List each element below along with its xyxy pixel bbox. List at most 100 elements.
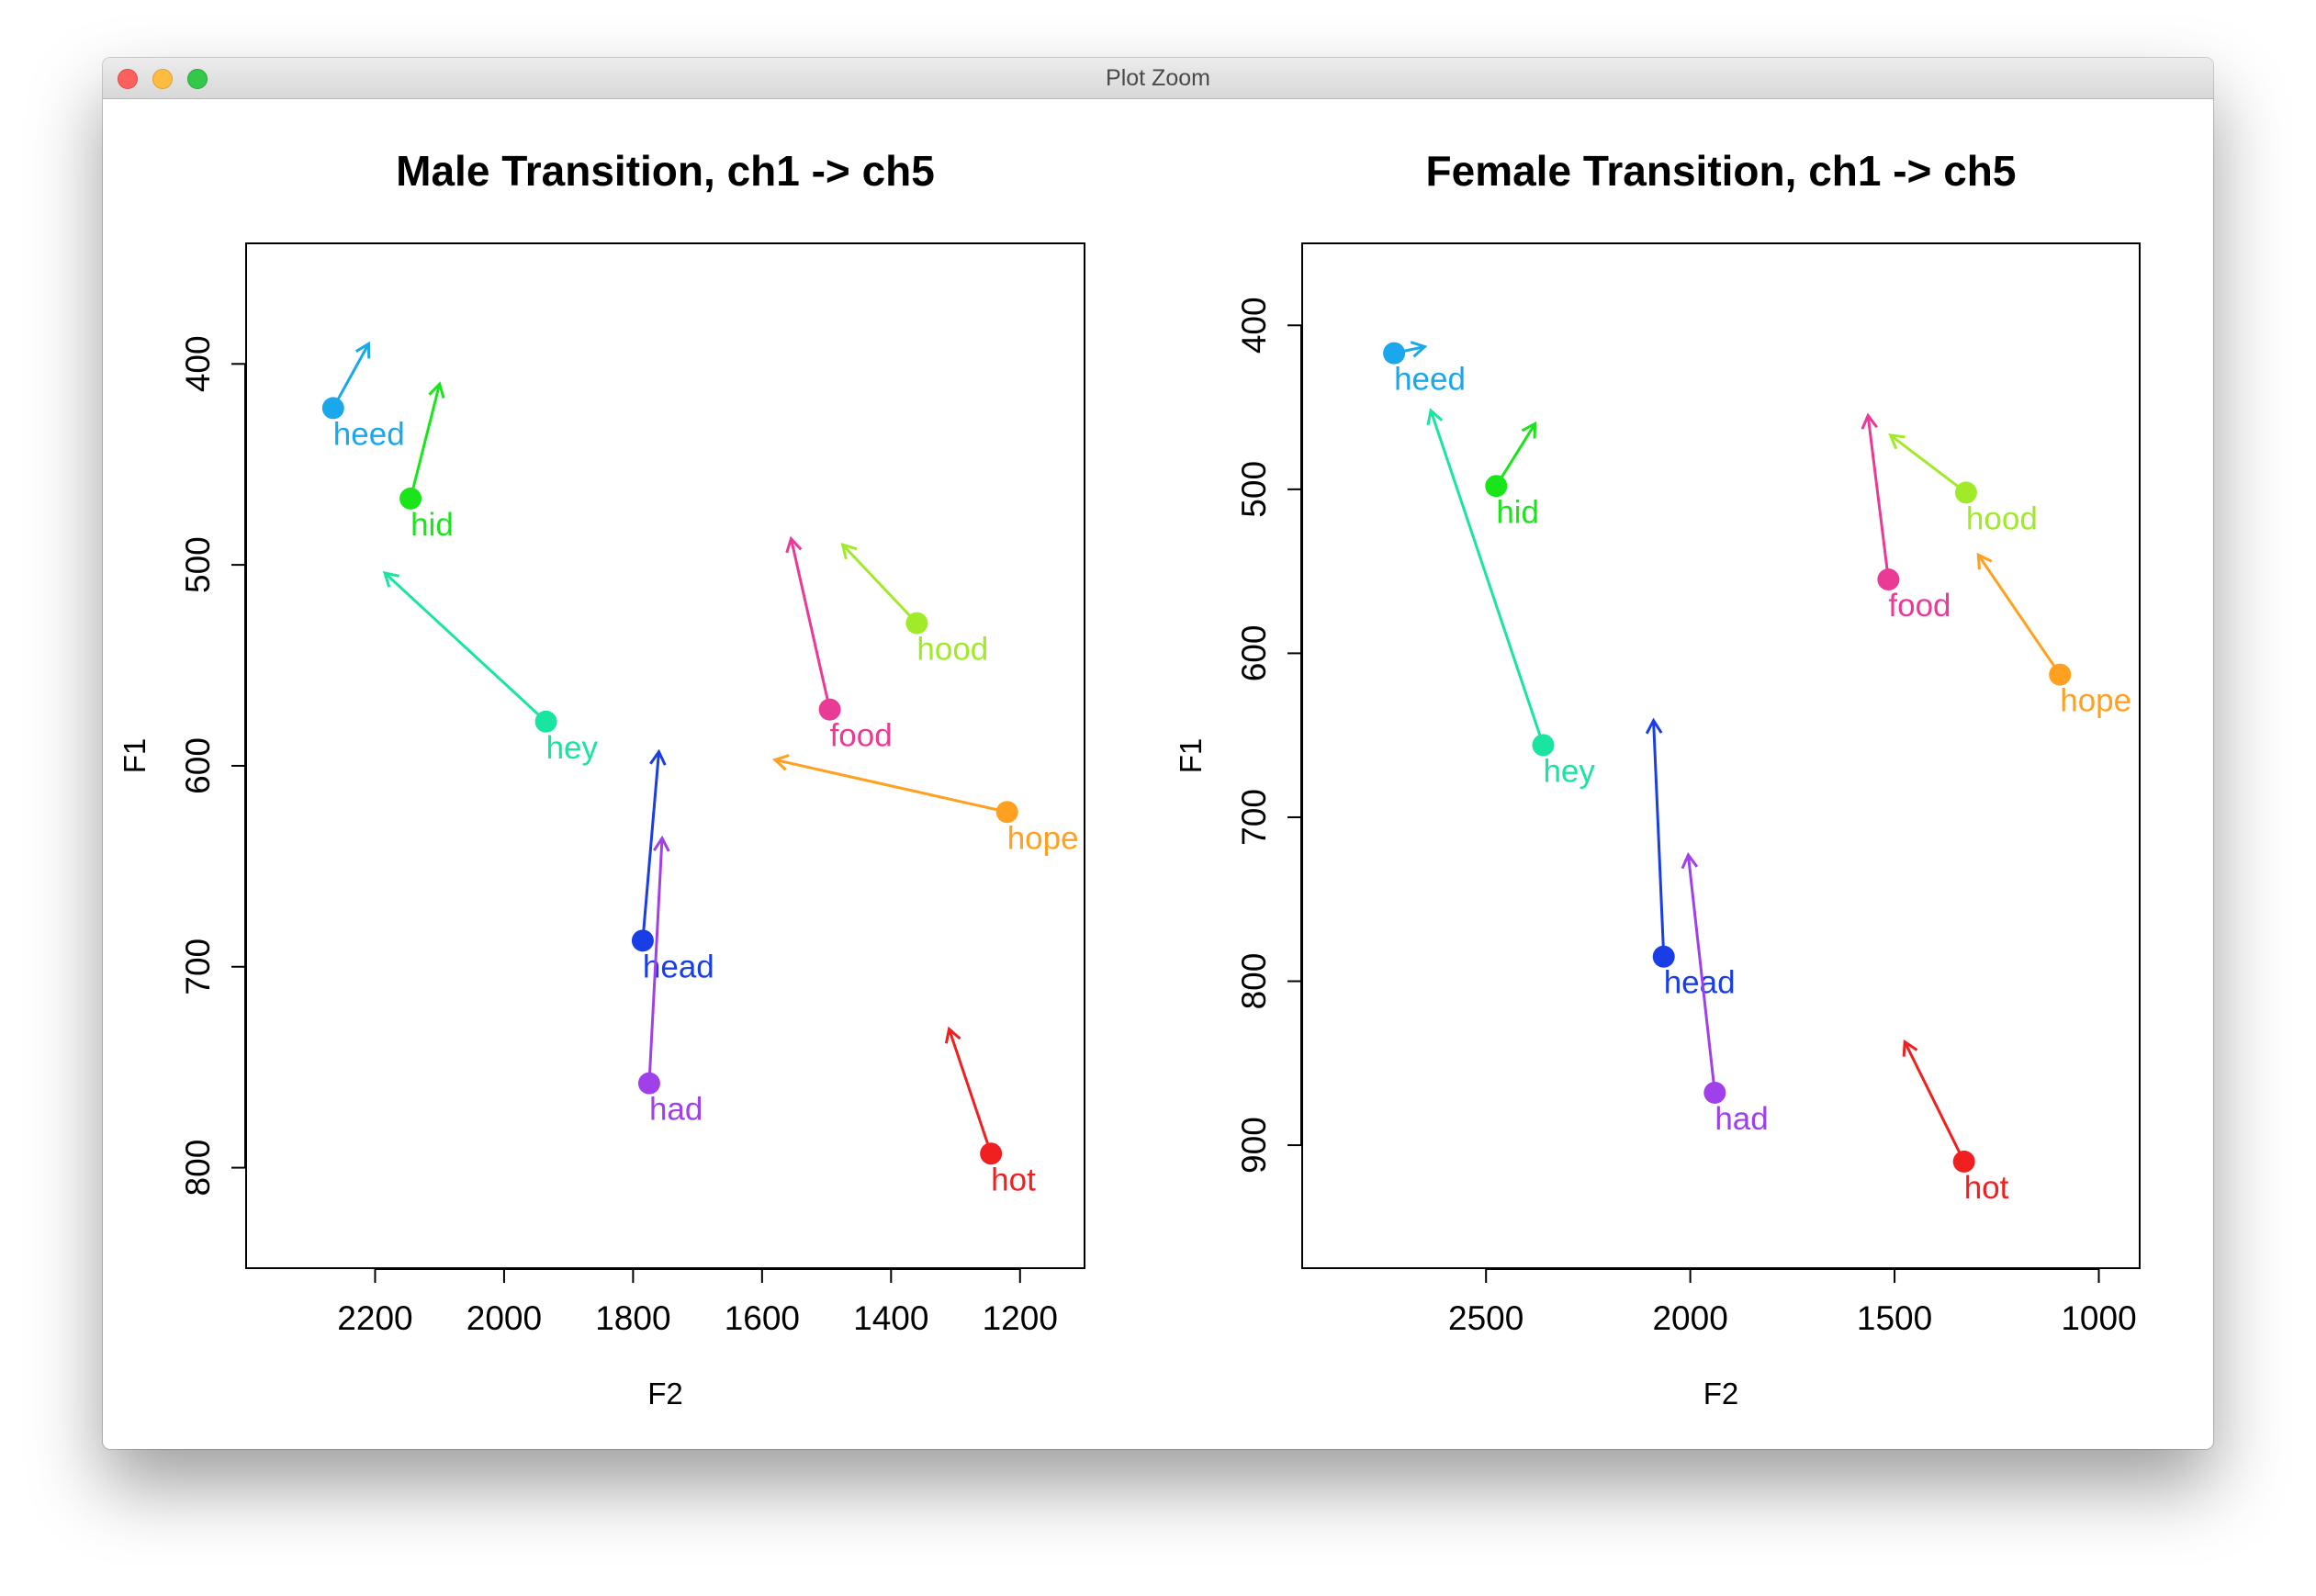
point-label-had: had	[649, 1092, 703, 1128]
arrow-head-had	[653, 835, 670, 852]
point-label-hot: hot	[1964, 1170, 2009, 1206]
point-label-hid: hid	[410, 507, 454, 543]
arrow-head-had	[1681, 852, 1699, 870]
transition-arrow-hey	[383, 571, 547, 723]
x-tick-label: 1200	[983, 1299, 1058, 1337]
x-tick-label: 1000	[2061, 1299, 2136, 1337]
minimize-window-button[interactable]	[152, 69, 173, 89]
point-hid	[1485, 475, 1508, 498]
y-tick-label: 800	[1235, 953, 1273, 1010]
chart-title: Male Transition, ch1 -> ch5	[396, 147, 935, 195]
point-label-hope: hope	[2060, 683, 2131, 719]
arrow-head-head	[1645, 717, 1663, 735]
point-head	[631, 929, 654, 952]
point-heed	[1383, 342, 1406, 365]
transition-arrow-had	[1686, 854, 1716, 1094]
arrow-head-hid	[428, 381, 445, 399]
y-tick-label: 700	[1235, 789, 1273, 846]
transition-arrow-had	[647, 837, 664, 1084]
arrow-head-food	[785, 535, 803, 554]
transition-arrow-hot	[1903, 1040, 1966, 1163]
y-tick-label: 600	[179, 737, 217, 794]
y-tick-label: 400	[179, 335, 217, 392]
point-label-head: head	[1664, 965, 1736, 1001]
arrow-head-food	[1861, 412, 1879, 430]
transition-arrow-food	[1866, 415, 1890, 580]
arrow-head-hope	[1976, 552, 1993, 570]
y-tick-label: 900	[1235, 1117, 1273, 1174]
transition-arrow-head	[641, 751, 660, 941]
point-had	[637, 1072, 660, 1095]
arrow-head-hood	[840, 543, 858, 560]
y-tick-label: 700	[179, 938, 217, 995]
point-label-hope: hope	[1007, 820, 1079, 856]
point-label-hood: hood	[1966, 500, 2038, 536]
x-tick-label: 2000	[467, 1299, 542, 1337]
arrow-head-hey	[382, 570, 399, 588]
arrow-head-heed	[354, 341, 371, 359]
arrow-head-hot	[944, 1026, 961, 1044]
plots-canvas: Male Transition, ch1 -> ch5 2200 2000 1800 1…	[118, 147, 2141, 1411]
y-tick-label: 400	[1235, 297, 1273, 354]
y-axis-label: F1	[118, 738, 152, 774]
transition-arrow-heed	[332, 343, 370, 410]
point-label-hid: hid	[1496, 494, 1539, 530]
point-label-food: food	[830, 718, 893, 754]
arrow-head-head	[649, 748, 667, 766]
point-hope	[995, 801, 1018, 824]
female-chart: Female Transition, ch1 -> ch5 2500 2000 150…	[1174, 147, 2141, 1411]
arrow-head-heed	[1410, 341, 1428, 358]
point-hope	[2049, 663, 2072, 686]
x-tick-label: 2000	[1652, 1299, 1727, 1337]
point-hot	[1952, 1150, 1975, 1173]
point-label-hood: hood	[916, 632, 988, 668]
point-hot	[980, 1142, 1003, 1165]
zoom-window-button[interactable]	[187, 69, 208, 89]
male-chart: Male Transition, ch1 -> ch5 2200 2000 1800 1…	[118, 147, 1085, 1411]
x-tick-label: 2500	[1448, 1299, 1523, 1337]
x-tick-label: 1800	[595, 1299, 670, 1337]
point-food	[818, 698, 841, 721]
point-hood	[905, 612, 928, 635]
plot-area: Male Transition, ch1 -> ch5 2200 2000 1800 1…	[103, 99, 2213, 1449]
point-hey	[534, 710, 557, 733]
point-label-heed: heed	[333, 416, 405, 452]
transition-arrow-food	[789, 538, 832, 711]
transition-arrow-hid	[1495, 422, 1536, 488]
x-tick-label: 1500	[1857, 1299, 1932, 1337]
arrow-head-hey	[1426, 408, 1444, 426]
point-label-had: had	[1715, 1101, 1768, 1137]
point-label-hey: hey	[546, 730, 599, 766]
point-hey	[1532, 734, 1555, 757]
y-tick-label: 600	[1235, 625, 1273, 682]
y-axis-label: F1	[1174, 738, 1208, 774]
y-tick-label: 500	[1235, 461, 1273, 518]
transition-arrow-hood	[1889, 433, 1967, 494]
y-tick-label: 800	[179, 1140, 217, 1197]
chart-title: Female Transition, ch1 -> ch5	[1426, 147, 2017, 195]
x-axis-label: F2	[647, 1377, 683, 1411]
x-tick-label: 1400	[853, 1299, 928, 1337]
arrow-head-hood	[1888, 433, 1906, 450]
arrow-head-hot	[1902, 1039, 1918, 1057]
transition-arrow-hope	[774, 758, 1008, 814]
point-heed	[321, 397, 344, 420]
point-label-food: food	[1888, 588, 1951, 624]
point-label-hot: hot	[991, 1162, 1036, 1197]
point-hid	[399, 487, 422, 510]
transition-arrow-hood	[841, 544, 918, 624]
transition-arrow-hid	[409, 383, 442, 500]
transition-arrow-hey	[1429, 410, 1545, 746]
transition-arrow-hope	[1977, 554, 2062, 676]
point-label-hey: hey	[1543, 753, 1595, 789]
x-tick-label: 2200	[337, 1299, 412, 1337]
x-tick-label: 1600	[725, 1299, 800, 1337]
point-hood	[1954, 481, 1977, 504]
title-bar: Plot Zoom	[103, 58, 2213, 99]
y-tick-label: 500	[179, 536, 217, 593]
plot-zoom-window: Plot Zoom Male Transition, ch1 -> ch5 220…	[103, 58, 2213, 1449]
x-axis-label: F2	[1703, 1377, 1739, 1411]
close-window-button[interactable]	[118, 69, 138, 89]
arrow-head-hope	[771, 754, 790, 771]
arrow-head-hid	[1521, 421, 1537, 439]
